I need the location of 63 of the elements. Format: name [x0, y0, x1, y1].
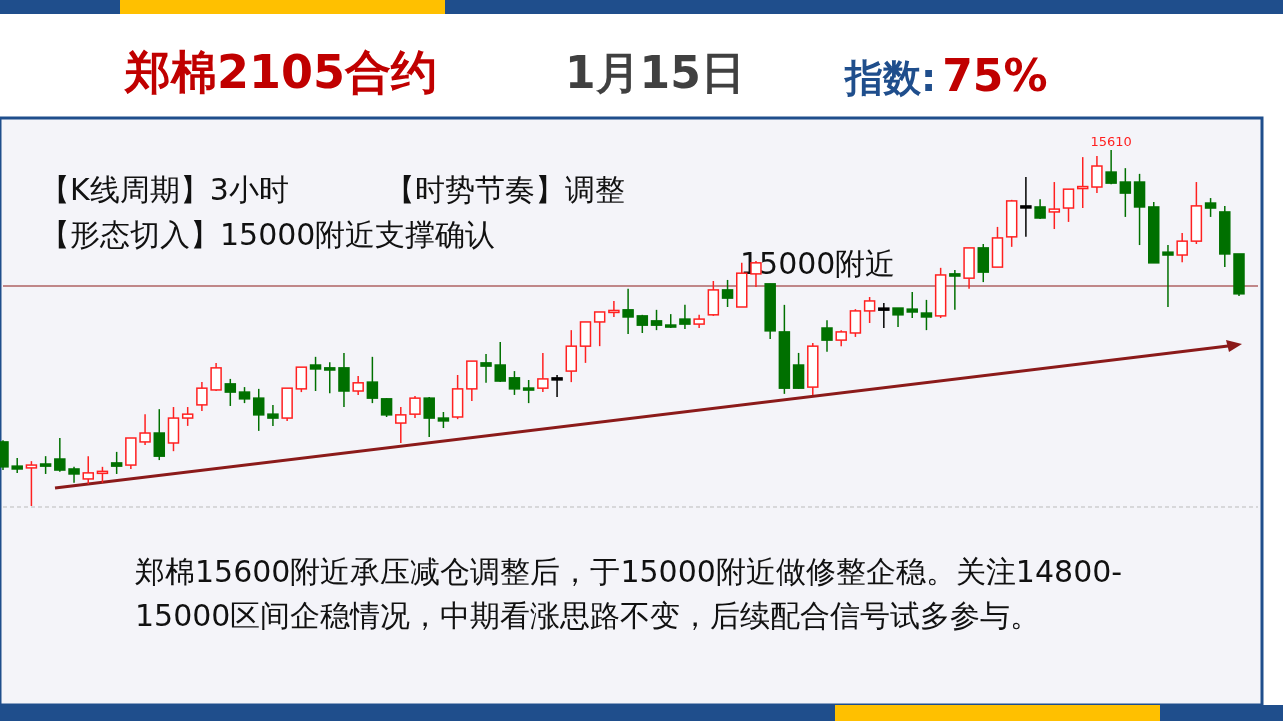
candlestick	[210, 362, 222, 392]
candlestick	[721, 279, 734, 308]
candlestick	[508, 370, 521, 396]
candlestick	[792, 352, 805, 390]
candlestick	[324, 361, 336, 394]
candlestick	[920, 299, 933, 331]
candlestick	[252, 388, 265, 432]
candlestick	[863, 296, 876, 324]
chart-subtitle: 1月15日	[565, 46, 745, 100]
candlestick	[1105, 149, 1117, 185]
annotation: 【形态切入】15000附近支撑确认	[40, 216, 496, 254]
candlestick	[409, 395, 421, 419]
candlestick	[54, 437, 66, 473]
annotation: 【K线周期】3小时	[40, 171, 289, 209]
candlestick	[892, 307, 904, 328]
candlestick	[1204, 197, 1217, 218]
ref-line-label: 15000附近	[740, 245, 896, 281]
candlestick	[551, 374, 563, 398]
candlestick	[352, 375, 364, 396]
candlestick	[849, 308, 862, 338]
candlestick	[593, 311, 606, 347]
candlestick	[338, 352, 350, 408]
candlestick	[622, 288, 634, 335]
candlestick	[82, 455, 94, 485]
candlestick	[1176, 232, 1188, 263]
candlestick	[650, 309, 663, 331]
candlestick	[1119, 167, 1132, 218]
candlestick	[224, 378, 237, 407]
text: 指数:	[845, 56, 937, 100]
text: 15610	[1090, 134, 1132, 149]
candlestick	[480, 353, 492, 384]
candlestick	[295, 366, 308, 393]
candlestick	[821, 319, 833, 353]
candlestick	[906, 291, 918, 319]
candlestick	[196, 381, 208, 412]
text: 75%	[942, 50, 1048, 101]
candlestick	[494, 341, 506, 383]
candlestick	[181, 406, 194, 427]
candlestick	[608, 300, 620, 318]
candlestick	[537, 352, 549, 393]
candlestick	[1020, 176, 1032, 238]
candlestick	[110, 451, 123, 475]
text: 郑棉15600附近承压减仓调整后，于15000附近做修整企稳。关注14800-15000区间企稳情况，中期看涨思路不变，后续配合信号试多参与。	[135, 553, 1124, 635]
candlestick	[1048, 181, 1061, 230]
candlestick	[1091, 155, 1103, 194]
annotation: 【时势节奏】调整	[385, 171, 625, 209]
candlestick	[1162, 244, 1174, 308]
candlestick	[679, 304, 691, 330]
candlestick	[11, 457, 23, 474]
candlestick	[878, 302, 890, 329]
candlestick	[366, 356, 379, 404]
candlestick	[309, 356, 322, 392]
chart-title: 郑棉2105合约	[125, 44, 438, 101]
candlestick	[1062, 188, 1075, 223]
candlestick	[949, 269, 961, 311]
candlestick	[522, 379, 535, 404]
candlestick	[25, 460, 38, 507]
candlestick	[139, 413, 151, 446]
candlestick	[395, 406, 407, 444]
candlestick	[423, 396, 435, 438]
candlestick	[267, 404, 279, 427]
candlestick	[153, 408, 166, 461]
candlestick	[380, 397, 393, 418]
